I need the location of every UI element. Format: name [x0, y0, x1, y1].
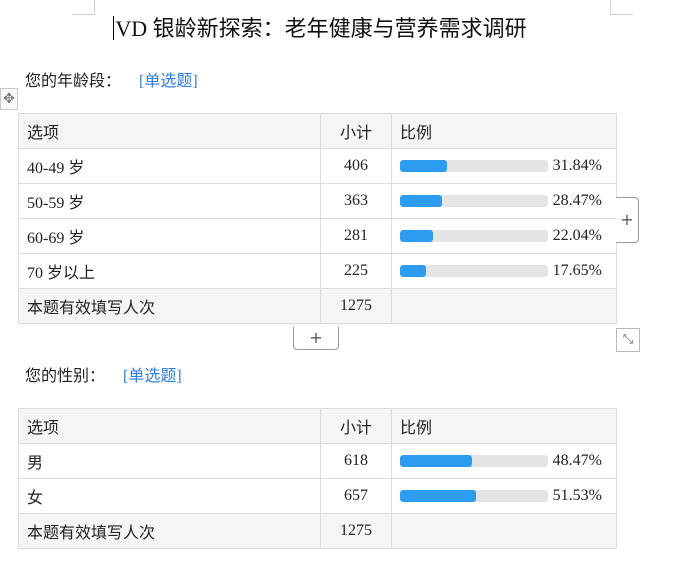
percent-label: 31.84% [552, 157, 602, 174]
header-count: 小计 [320, 408, 392, 444]
add-column-plus-icon[interactable]: + [616, 197, 639, 243]
header-option: 选项 [18, 408, 321, 444]
total-label: 本题有效填写人次 [18, 513, 321, 549]
count-cell: 406 [320, 148, 392, 184]
option-cell: 男 [18, 443, 321, 479]
percent-label: 28.47% [552, 192, 602, 209]
text-cursor [113, 16, 115, 40]
question-label: 您的性别： [25, 368, 106, 385]
ratio-cell: 22.04% [391, 218, 617, 254]
table-header-row: 选项 小计 比例 [18, 113, 617, 149]
progress-bar-fill [400, 455, 472, 467]
age-results-table: 选项 小计 比例 40-49 岁 406 31.84% 50-59 岁 363 … [18, 113, 617, 324]
progress-bar [400, 195, 548, 207]
progress-bar-fill [400, 195, 443, 207]
add-row-plus-icon[interactable]: + [293, 327, 339, 350]
ratio-cell: 17.65% [391, 253, 617, 289]
percent-label: 51.53% [552, 487, 602, 504]
table-move-handle-icon[interactable]: ✥ [0, 88, 18, 110]
page-margin-corner-left [72, 0, 95, 15]
progress-bar-fill [400, 160, 448, 172]
question-label: 您的年龄段： [25, 73, 122, 90]
total-row: 本题有效填写人次 1275 [18, 288, 617, 324]
ratio-cell: 31.84% [391, 148, 617, 184]
table-row: 男 618 48.47% [18, 443, 617, 479]
option-cell: 女 [18, 478, 321, 514]
progress-bar-fill [400, 490, 477, 502]
document-title[interactable]: VD 银龄新探索：老年健康与营养需求调研 [0, 14, 640, 44]
question-type-tag[interactable]: [单选题] [123, 368, 182, 385]
question-gender: 您的性别： [单选题] [25, 366, 182, 388]
page-margin-corner-right [610, 0, 633, 15]
progress-bar [400, 230, 548, 242]
total-row: 本题有效填写人次 1275 [18, 513, 617, 549]
table-row: 40-49 岁 406 31.84% [18, 148, 617, 184]
header-ratio: 比例 [391, 113, 617, 149]
progress-bar [400, 490, 548, 502]
progress-bar [400, 455, 548, 467]
header-option: 选项 [18, 113, 321, 149]
count-cell: 281 [320, 218, 392, 254]
option-cell: 70 岁以上 [18, 253, 321, 289]
percent-label: 48.47% [552, 452, 602, 469]
question-type-tag[interactable]: [单选题] [139, 73, 198, 90]
gender-results-table: 选项 小计 比例 男 618 48.47% 女 657 51.53% 本题有效填… [18, 408, 617, 549]
progress-bar-fill [400, 265, 427, 277]
header-count: 小计 [320, 113, 392, 149]
count-cell: 225 [320, 253, 392, 289]
question-age: 您的年龄段： [单选题] [25, 71, 198, 93]
percent-label: 17.65% [552, 262, 602, 279]
count-cell: 618 [320, 443, 392, 479]
count-cell: 363 [320, 183, 392, 219]
option-cell: 60-69 岁 [18, 218, 321, 254]
total-label: 本题有效填写人次 [18, 288, 321, 324]
header-ratio: 比例 [391, 408, 617, 444]
total-count: 1275 [320, 288, 392, 324]
option-cell: 40-49 岁 [18, 148, 321, 184]
progress-bar-fill [400, 230, 433, 242]
table-row: 50-59 岁 363 28.47% [18, 183, 617, 219]
percent-label: 22.04% [552, 227, 602, 244]
table-header-row: 选项 小计 比例 [18, 408, 617, 444]
progress-bar [400, 160, 548, 172]
table-row: 70 岁以上 225 17.65% [18, 253, 617, 289]
ratio-cell: 28.47% [391, 183, 617, 219]
table-row: 60-69 岁 281 22.04% [18, 218, 617, 254]
document-title-text: VD 银龄新探索：老年健康与营养需求调研 [115, 16, 527, 41]
table-row: 女 657 51.53% [18, 478, 617, 514]
count-cell: 657 [320, 478, 392, 514]
option-cell: 50-59 岁 [18, 183, 321, 219]
total-count: 1275 [320, 513, 392, 549]
progress-bar [400, 265, 548, 277]
ratio-cell: 51.53% [391, 478, 617, 514]
total-ratio-empty [391, 513, 617, 549]
table-resize-icon[interactable]: ⤡ [616, 328, 640, 352]
ratio-cell: 48.47% [391, 443, 617, 479]
total-ratio-empty [391, 288, 617, 324]
